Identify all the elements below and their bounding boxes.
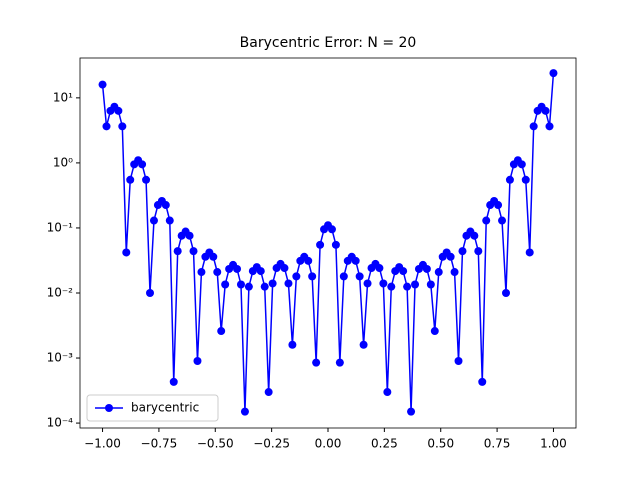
data-point <box>256 267 265 276</box>
data-point <box>387 282 396 291</box>
data-point <box>426 280 435 289</box>
data-point <box>545 122 554 131</box>
data-point <box>474 247 483 256</box>
data-point <box>351 256 360 265</box>
data-point <box>173 247 182 256</box>
x-tick-label: 0.00 <box>315 437 342 451</box>
data-point <box>193 357 202 366</box>
data-point <box>529 122 538 131</box>
data-point <box>316 240 325 249</box>
data-point <box>407 407 416 416</box>
data-point <box>327 225 336 234</box>
data-point <box>149 216 158 225</box>
data-point <box>236 280 245 289</box>
data-point <box>312 358 321 367</box>
data-point <box>399 267 408 276</box>
data-point <box>221 280 230 289</box>
data-point <box>482 216 491 225</box>
data-point <box>434 268 443 277</box>
data-point <box>233 264 242 273</box>
data-point <box>450 268 459 277</box>
data-point <box>308 272 317 281</box>
data-point <box>411 280 420 289</box>
data-point <box>498 216 507 225</box>
data-point <box>383 388 392 397</box>
data-point <box>213 268 222 277</box>
y-tick-label: 10⁰ <box>53 155 73 169</box>
data-point <box>375 264 384 273</box>
x-tick-label: 0.50 <box>427 437 454 451</box>
data-point <box>260 282 269 291</box>
data-point <box>549 69 558 78</box>
data-point <box>142 175 151 184</box>
data-point <box>359 340 368 349</box>
data-point <box>146 288 155 297</box>
data-point <box>355 272 364 281</box>
data-point <box>403 282 412 291</box>
plot-area <box>98 69 558 416</box>
data-point <box>292 272 301 281</box>
data-point <box>122 248 131 257</box>
x-tick-label: 1.00 <box>540 437 567 451</box>
data-point <box>501 288 510 297</box>
data-point <box>541 106 550 115</box>
x-tick-label: −1.00 <box>84 437 121 451</box>
data-point <box>280 264 289 273</box>
x-tick-label: −0.75 <box>141 437 178 451</box>
data-point <box>505 175 514 184</box>
data-point <box>494 201 503 210</box>
y-tick-label: 10⁻² <box>47 285 74 299</box>
y-tick-label: 10⁻⁴ <box>47 416 74 430</box>
data-point <box>335 358 344 367</box>
data-point <box>379 279 388 288</box>
data-point <box>165 216 174 225</box>
data-point <box>209 252 218 261</box>
data-point <box>98 80 107 89</box>
data-point <box>185 231 194 240</box>
x-tick-label: 0.75 <box>484 437 511 451</box>
legend-marker <box>105 404 113 412</box>
y-tick-label: 10¹ <box>53 90 73 104</box>
data-point <box>161 201 170 210</box>
x-tick-label: −0.50 <box>197 437 234 451</box>
chart-title: Barycentric Error: N = 20 <box>240 35 417 51</box>
data-point <box>521 175 530 184</box>
x-tick-label: 0.25 <box>371 437 398 451</box>
legend-label: barycentric <box>131 401 199 415</box>
data-point <box>102 122 111 131</box>
y-tick-label: 10⁻¹ <box>47 220 74 234</box>
data-point <box>422 264 431 273</box>
axes-frame <box>79 57 577 429</box>
data-point <box>244 282 253 291</box>
y-tick-label: 10⁻³ <box>47 351 74 365</box>
data-point <box>363 279 372 288</box>
data-point <box>525 248 534 257</box>
data-point <box>284 279 293 288</box>
data-point <box>217 327 226 336</box>
data-point <box>138 160 147 169</box>
data-point <box>446 252 455 261</box>
x-tick-label: −0.25 <box>253 437 290 451</box>
data-point <box>197 268 206 277</box>
data-point <box>288 340 297 349</box>
data-point <box>114 106 123 115</box>
data-point <box>517 160 526 169</box>
data-point <box>458 247 467 256</box>
data-point <box>478 377 487 386</box>
data-point <box>454 357 463 366</box>
data-point <box>240 407 249 416</box>
data-point <box>304 256 313 265</box>
data-point <box>118 122 127 131</box>
data-point <box>331 240 340 249</box>
data-point <box>339 272 348 281</box>
data-point <box>169 377 178 386</box>
data-point <box>268 279 277 288</box>
data-point <box>126 175 135 184</box>
data-point <box>189 247 198 256</box>
data-point <box>470 231 479 240</box>
data-point <box>430 327 439 336</box>
data-point <box>264 388 273 397</box>
legend-box <box>86 394 219 422</box>
